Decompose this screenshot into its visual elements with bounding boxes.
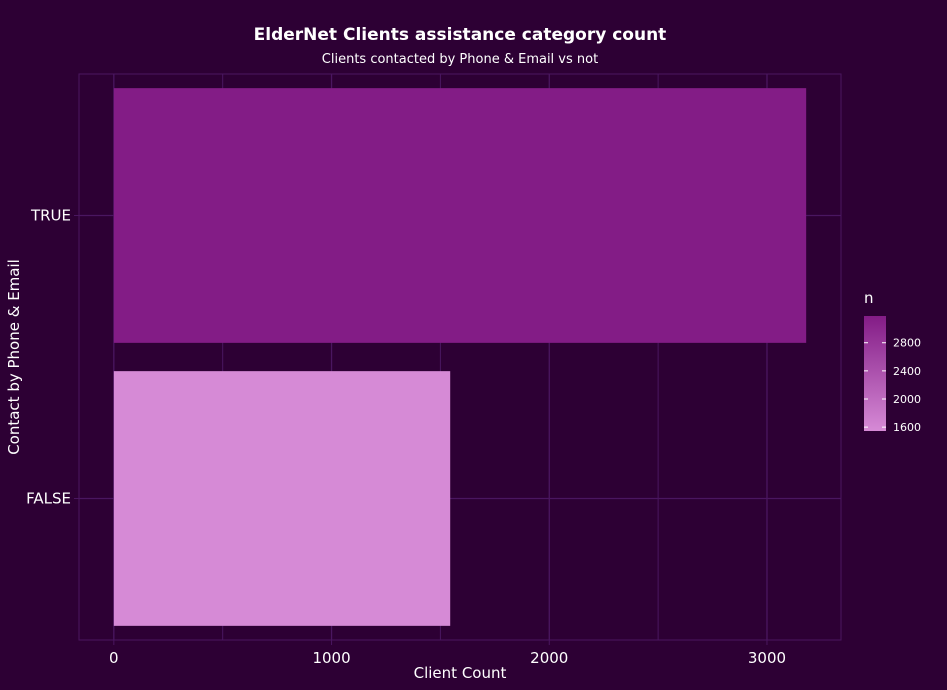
bar-true xyxy=(113,88,807,343)
plot-panel-border xyxy=(78,73,842,641)
x-axis-label: Client Count xyxy=(414,664,507,682)
plot-panel xyxy=(78,73,842,641)
x-tick-label: 2000 xyxy=(530,649,568,667)
x-tick-label: 1000 xyxy=(312,649,350,667)
y-tick-label-true: TRUE xyxy=(30,207,71,225)
legend-tick-label: 2000 xyxy=(893,393,921,406)
legend-tick-label: 2400 xyxy=(893,365,921,378)
bar-false xyxy=(113,371,451,626)
chart-subtitle: Clients contacted by Phone & Email vs no… xyxy=(322,52,598,67)
legend-colorbar xyxy=(864,316,886,431)
legend-tick-label: 1600 xyxy=(893,421,921,434)
chart-title: ElderNet Clients assistance category cou… xyxy=(254,25,667,45)
legend-tick-label: 2800 xyxy=(893,337,921,350)
color-legend: n 1600 2000 2400 2800 xyxy=(864,289,921,434)
legend-title: n xyxy=(864,289,874,307)
x-tick-label: 3000 xyxy=(748,649,786,667)
x-tick-label: 0 xyxy=(109,649,119,667)
y-tick-label-false: FALSE xyxy=(26,490,71,508)
y-axis-label: Contact by Phone & Email xyxy=(5,259,23,455)
